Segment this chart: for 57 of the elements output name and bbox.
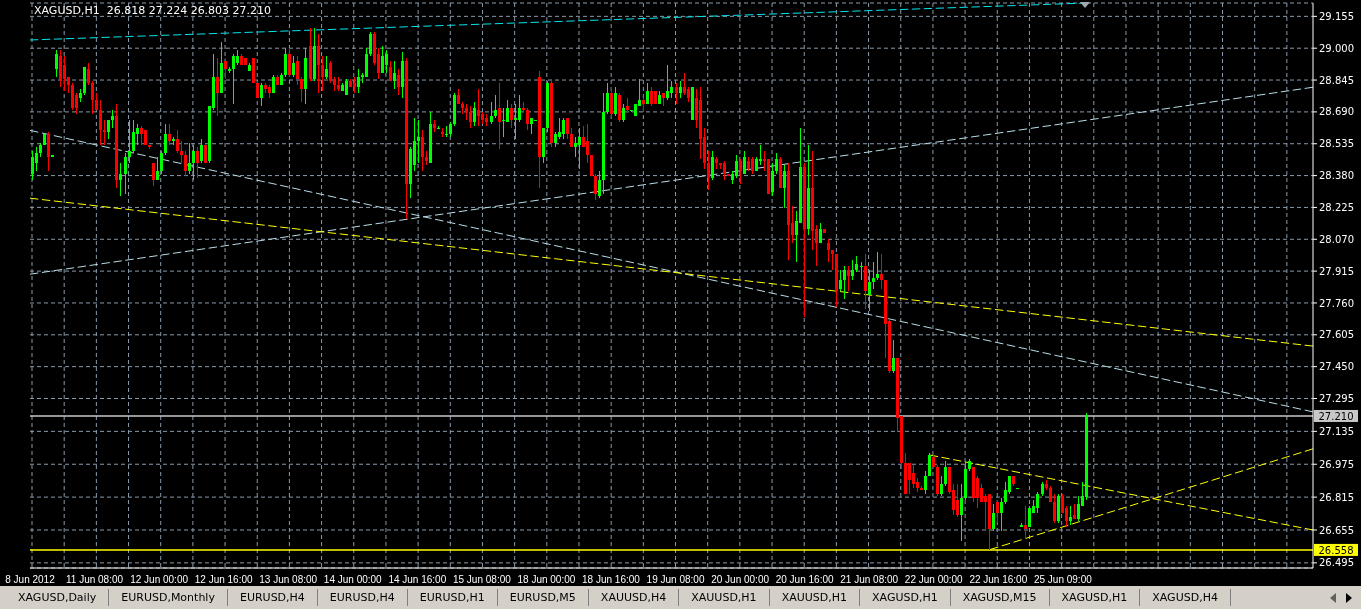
candlestick [445,126,448,137]
chart-title: XAGUSD,H1 26.818 27.224 26.803 27.210 [34,4,272,17]
y-tick-label: 26.815 [1319,491,1354,503]
text: XAUUSD,H1 [679,589,770,606]
x-tick-label: 20 Jun 00:00 [711,574,770,586]
y-tick-label: 28.380 [1319,170,1354,182]
y-tick-label: 28.070 [1319,233,1354,245]
candlestick [860,261,863,281]
y-tick-label: 29.000 [1319,42,1354,54]
y-tick-label: 28.535 [1319,138,1354,150]
y-tick-label: 28.225 [1319,201,1354,213]
x-tick-label: 22 Jun 16:00 [969,574,1028,586]
x-tick-label: 15 Jun 08:00 [452,574,512,586]
text: EURUSD,H1 [407,589,498,606]
x-tick-label: 18 Jun 16:00 [582,574,641,586]
x-tick-label: 20 Jun 16:00 [775,574,834,586]
ref-line-label: 26.558 [1318,544,1354,556]
ref-line-label: 27.210 [1318,410,1354,422]
candlestick [417,120,420,164]
text: EURUSD,H4 [317,589,408,606]
text: XAUUSD,H1 [769,589,861,606]
x-tick-label: 18 Jun 00:00 [517,574,576,586]
x-tick-label: 13 Jun 08:00 [259,574,318,586]
text: EURUSD,Monthly [109,589,228,606]
text: EURUSD,H4 [227,589,318,606]
y-tick-label: 26.975 [1319,458,1354,470]
candlestick [103,120,106,145]
y-tick-label: 27.135 [1319,425,1354,437]
y-tick-label: 27.760 [1319,297,1354,309]
y-tick-label: 26.495 [1319,557,1354,569]
text: XAGUSD,Daily [6,589,110,606]
y-tick-label: 27.450 [1319,361,1354,373]
x-tick-label: 12 Jun 16:00 [194,574,254,586]
y-tick-label: 29.155 [1319,10,1354,22]
y-tick-label: 28.690 [1319,106,1354,118]
text: EURUSD,M5 [497,589,589,606]
candlestick [514,103,517,139]
x-tick-label: 21 Jun 08:00 [840,574,899,586]
y-tick-label: 28.845 [1319,74,1354,86]
x-tick-label: 19 Jun 08:00 [646,574,705,586]
text: XAUUSD,H4 [588,589,680,606]
candlestick [502,107,505,137]
x-tick-label: 22 Jun 00:00 [904,574,964,586]
x-tick-label: 11 Jun 08:00 [66,574,124,586]
text: XAGUSD,H4 [1140,589,1231,606]
x-tick-label: 25 Jun 09:00 [1033,574,1093,586]
x-tick-label: 12 Jun 00:00 [130,574,189,586]
text: XAGUSD,H1 [1049,589,1141,606]
x-tick-label: 14 Jun 16:00 [388,574,447,586]
y-tick-label: 27.295 [1319,393,1354,405]
text: XAGUSD,H1 [860,589,951,606]
y-tick-label: 27.915 [1319,265,1354,277]
y-tick-label: 26.655 [1319,524,1354,536]
y-tick-label: 27.605 [1319,329,1354,341]
text: XAGUSD,M15 [950,589,1050,606]
x-tick-label: 8 Jun 2012 [5,574,56,586]
x-tick-label: 14 Jun 00:00 [323,574,383,586]
